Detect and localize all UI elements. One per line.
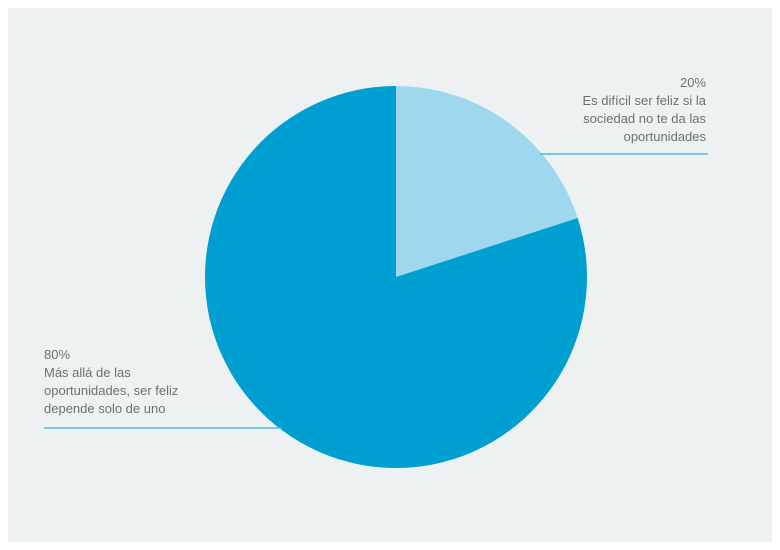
slice-text-small-line-1: Es difícil ser feliz si la (582, 93, 706, 108)
slice-text-small-line-2: sociedad no te da las (583, 111, 706, 126)
pie-slice-small (396, 86, 578, 277)
slice-percent-small: 20% (679, 75, 706, 90)
pie-slices (204, 86, 587, 468)
slice-label-small: 20% Es difícil ser feliz si la sociedad … (520, 74, 706, 146)
slice-label-large: 80% Más allá de las oportunidades, ser f… (44, 346, 254, 418)
slice-text-large-line-3: depende solo de uno (44, 401, 166, 416)
slice-text-large-line-1: Más allá de las (44, 365, 131, 380)
slice-text-large-line-2: oportunidades, ser feliz (44, 383, 179, 398)
slice-text-small-line-3: oportunidades (623, 129, 706, 144)
pie-slice-large (204, 86, 587, 468)
slice-percent-large: 80% (44, 347, 71, 362)
leader-lines (44, 153, 708, 429)
